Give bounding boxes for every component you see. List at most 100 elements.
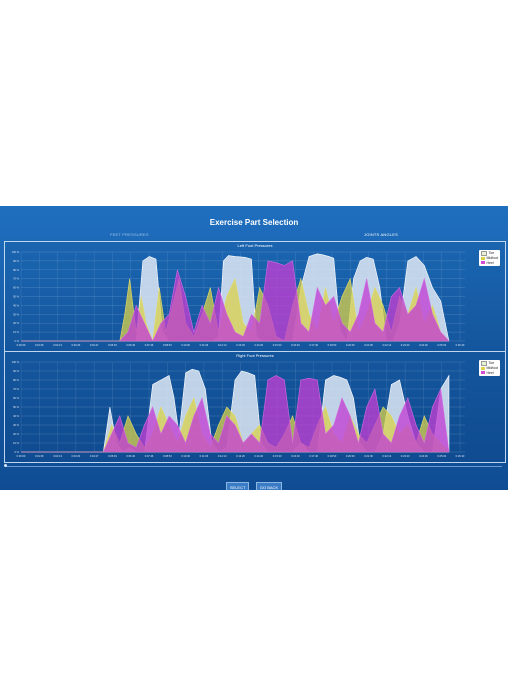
y-tick-label: 20 % bbox=[13, 321, 20, 325]
y-tick-label: 90 % bbox=[13, 369, 20, 373]
y-tick-label: 40 % bbox=[13, 303, 20, 307]
x-tick-label: 0:22:13 bbox=[383, 454, 392, 458]
y-tick-label: 80 % bbox=[13, 378, 20, 382]
tab-joints-angles[interactable]: JOINTS ANGLES bbox=[364, 232, 398, 237]
swatch-heel bbox=[480, 261, 485, 265]
y-tick-label: 10 % bbox=[13, 441, 20, 445]
go-back-button[interactable]: GO BACK bbox=[255, 482, 283, 490]
x-tick-label: 0:06:40 bbox=[126, 343, 135, 347]
x-tick-label: 0:10:00 bbox=[181, 454, 190, 458]
x-tick-label: 0:12:13 bbox=[218, 454, 227, 458]
right-foot-chart: Right Foot Pressures 0 % 10 % 20 % 30 % 40 %… bbox=[4, 351, 506, 463]
legend-label: Midfoot bbox=[486, 366, 498, 370]
x-tick-label: 0:11:06 bbox=[200, 454, 209, 458]
scroll-handle[interactable] bbox=[4, 464, 7, 467]
x-tick-label: 0:14:26 bbox=[254, 454, 263, 458]
x-tick-label: 0:15:33 bbox=[273, 343, 282, 347]
x-tick-label: 0:02:13 bbox=[53, 454, 62, 458]
y-tick-label: 20 % bbox=[13, 432, 20, 436]
y-tick-label: 100 % bbox=[12, 360, 20, 364]
left-foot-plot: 0 % 10 % 20 % 30 % 40 % 50 % 60 % 70 % 80 % 90 % 1… bbox=[12, 250, 465, 347]
x-tick-label: 0:00:00 bbox=[17, 454, 26, 458]
legend-item-heel: Heel bbox=[480, 370, 498, 376]
chart-legend: Toe Midfoot Heel bbox=[478, 250, 500, 266]
right-foot-plot: 0 % 10 % 20 % 30 % 40 % 50 % 60 % 70 % 80 % 90 % 1… bbox=[12, 360, 465, 458]
scroll-track[interactable] bbox=[6, 465, 502, 467]
x-tick-label: 0:23:20 bbox=[401, 343, 410, 347]
x-tick-label: 0:17:46 bbox=[309, 343, 318, 347]
x-tick-label: 0:08:53 bbox=[163, 454, 172, 458]
x-tick-label: 0:11:06 bbox=[200, 343, 209, 347]
x-tick-label: 0:01:06 bbox=[35, 454, 44, 458]
x-tick-label: 0:17:46 bbox=[309, 454, 318, 458]
series-area-heel bbox=[21, 375, 450, 453]
y-tick-label: 10 % bbox=[13, 330, 20, 334]
x-tick-label: 0:05:33 bbox=[108, 343, 117, 347]
swatch-heel bbox=[480, 371, 485, 375]
left-foot-chart: Left Foot Pressures 0 % 10 % 20 % 30 % 40 % 5… bbox=[4, 241, 506, 352]
x-tick-label: 0:03:20 bbox=[72, 454, 81, 458]
swatch-toe bbox=[480, 361, 487, 366]
x-tick-label: 0:21:06 bbox=[364, 454, 373, 458]
x-tick-label: 0:07:46 bbox=[145, 454, 154, 458]
series-area-heel bbox=[21, 260, 450, 342]
tab-feet-pressures[interactable]: FEET PRESSURES bbox=[110, 232, 149, 237]
x-tick-label: 0:16:40 bbox=[291, 343, 300, 347]
legend-label: Toe bbox=[488, 361, 495, 366]
y-tick-label: 50 % bbox=[13, 295, 20, 299]
x-tick-label: 0:08:53 bbox=[163, 343, 172, 347]
legend-item-heel: Heel bbox=[480, 260, 498, 266]
x-tick-label: 0:14:26 bbox=[254, 343, 263, 347]
x-tick-label: 0:20:00 bbox=[346, 343, 355, 347]
x-tick-label: 0:15:33 bbox=[273, 454, 282, 458]
y-tick-label: 70 % bbox=[13, 277, 20, 281]
x-tick-label: 0:07:46 bbox=[145, 343, 154, 347]
x-tick-label: 0:13:20 bbox=[236, 454, 245, 458]
x-tick-label: 0:04:27 bbox=[90, 343, 99, 347]
legend-label: Heel bbox=[486, 370, 494, 375]
app-window: Exercise Part Selection FEET PRESSURES J… bbox=[0, 206, 508, 490]
x-tick-label: 0:18:53 bbox=[328, 343, 337, 347]
x-tick-label: 0:02:13 bbox=[53, 343, 62, 347]
button-bar: SELECT GO BACK bbox=[0, 476, 508, 490]
timeline-scrollbar[interactable] bbox=[4, 464, 504, 467]
x-tick-label: 0:05:33 bbox=[108, 454, 117, 458]
x-tick-label: 0:25:33 bbox=[437, 454, 446, 458]
swatch-midfoot bbox=[480, 256, 485, 260]
y-tick-label: 0 % bbox=[15, 450, 20, 454]
x-tick-label: 0:01:06 bbox=[35, 343, 44, 347]
select-button[interactable]: SELECT bbox=[225, 482, 250, 490]
swatch-toe bbox=[480, 251, 487, 256]
y-tick-label: 40 % bbox=[13, 414, 20, 418]
x-tick-label: 0:00:00 bbox=[17, 343, 26, 347]
legend-label: Toe bbox=[488, 251, 495, 256]
x-tick-label: 0:04:27 bbox=[90, 454, 99, 458]
x-tick-label: 0:24:26 bbox=[419, 454, 428, 458]
legend-item-midfoot: Midfoot bbox=[480, 366, 498, 371]
legend-item-midfoot: Midfoot bbox=[480, 256, 498, 261]
x-tick-label: 0:10:00 bbox=[181, 343, 190, 347]
y-tick-label: 70 % bbox=[13, 387, 20, 391]
legend-item-toe: Toe bbox=[480, 361, 498, 366]
x-tick-label: 0:03:20 bbox=[72, 343, 81, 347]
x-tick-label: 0:18:53 bbox=[328, 454, 337, 458]
x-tick-label: 0:23:20 bbox=[401, 454, 410, 458]
chart-legend: Toe Midfoot Heel bbox=[478, 360, 500, 376]
x-tick-label: 0:20:00 bbox=[346, 454, 355, 458]
swatch-midfoot bbox=[480, 366, 485, 370]
y-tick-label: 30 % bbox=[13, 312, 20, 316]
x-tick-label: 0:26:40 bbox=[456, 454, 465, 458]
y-tick-label: 60 % bbox=[13, 286, 20, 290]
y-tick-label: 30 % bbox=[13, 423, 20, 427]
chart-title: Left Foot Pressures bbox=[237, 243, 273, 248]
y-tick-label: 100 % bbox=[12, 250, 20, 254]
y-tick-label: 60 % bbox=[13, 396, 20, 400]
y-tick-label: 90 % bbox=[13, 259, 20, 263]
x-tick-label: 0:06:40 bbox=[126, 454, 135, 458]
x-tick-label: 0:25:33 bbox=[437, 343, 446, 347]
x-tick-label: 0:12:13 bbox=[218, 343, 227, 347]
x-tick-label: 0:16:40 bbox=[291, 454, 300, 458]
legend-label: Heel bbox=[486, 260, 494, 265]
legend-label: Midfoot bbox=[486, 256, 498, 260]
x-tick-label: 0:13:20 bbox=[236, 343, 245, 347]
